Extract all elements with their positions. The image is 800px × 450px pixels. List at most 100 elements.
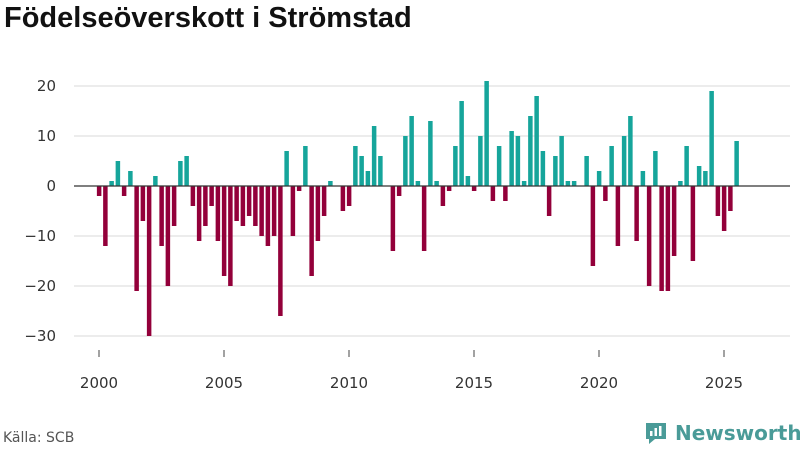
bar [140,186,146,221]
bar [528,116,533,186]
bar [240,186,246,226]
bar [278,186,283,316]
bar [490,186,496,201]
bar [465,176,471,186]
bar [678,181,683,186]
x-axis-ticks: 2000 2005 2010 2015 2020 2025 [80,350,743,392]
x-tick-label: 2005 [205,374,243,392]
brand-name: Newsworthy [675,421,800,445]
x-tick-label: 2000 [80,374,118,392]
bar [484,81,489,186]
bar [521,181,527,186]
x-tick-label: 2020 [580,374,618,392]
bar [571,181,577,186]
bar [115,161,121,186]
bar [603,186,608,201]
bars [96,81,739,336]
bar [703,171,708,186]
bar [96,186,102,196]
bar [609,146,614,186]
bar [728,186,733,211]
bar [696,166,702,186]
bar [103,186,108,246]
bar [271,186,277,236]
y-tick-label: −10 [24,227,56,245]
bar [634,186,639,241]
brand-logo[interactable]: Newsworthy [643,420,800,446]
bar [621,136,627,186]
bar [259,186,264,236]
bar [478,136,483,186]
bar [534,96,539,186]
bar [171,186,177,226]
bar [153,176,158,186]
bar [196,186,202,241]
bar [146,186,152,336]
bar [709,91,714,186]
bar [434,181,439,186]
bar [234,186,239,221]
bar [559,136,564,186]
bar [565,181,571,186]
bar [121,186,127,196]
bar [178,161,183,186]
bar [653,151,658,186]
bar [303,146,308,186]
bar [403,136,408,186]
bar [265,186,271,246]
bar [590,186,596,266]
bar [228,186,233,286]
bar [459,101,464,186]
bar [315,186,321,241]
bar [671,186,677,256]
bar [540,151,546,186]
bar [284,151,289,186]
bar [359,156,364,186]
bar [184,156,189,186]
bar [446,186,452,191]
bar [640,171,646,186]
bar [346,186,352,206]
y-tick-label: 0 [46,177,56,195]
y-tick-label: −20 [24,277,56,295]
bar [440,186,446,206]
bar [409,116,414,186]
bar [471,186,477,191]
bar [253,186,258,226]
bar [428,121,433,186]
bar [615,186,621,246]
bar [371,126,377,186]
newsworthy-logo-icon [646,423,666,444]
bar [246,186,252,216]
bar [159,186,164,246]
bar [221,186,227,276]
x-tick-label: 2015 [455,374,493,392]
bar [453,146,458,186]
bar [365,171,371,186]
bar [421,186,427,251]
bar [209,186,214,206]
bar [109,181,114,186]
bar [165,186,171,286]
bar [646,186,652,286]
x-tick-label: 2010 [330,374,368,392]
bar [396,186,402,196]
bar [690,186,696,261]
bar [340,186,346,211]
chart-title: Födelseöverskott i Strömstad [4,2,412,34]
bar [215,186,221,241]
bar [290,186,296,236]
y-tick-label: 20 [37,77,56,95]
bar [353,146,358,186]
source-note: Källa: SCB [3,430,75,446]
bar [715,186,721,216]
bar [128,171,133,186]
bar [553,156,558,186]
bar [378,156,383,186]
y-tick-label: 10 [37,127,56,145]
y-axis-ticks: 20 10 0 −10 −20 −30 [24,77,56,345]
bar [134,186,139,291]
bar [721,186,727,231]
bar [684,146,689,186]
